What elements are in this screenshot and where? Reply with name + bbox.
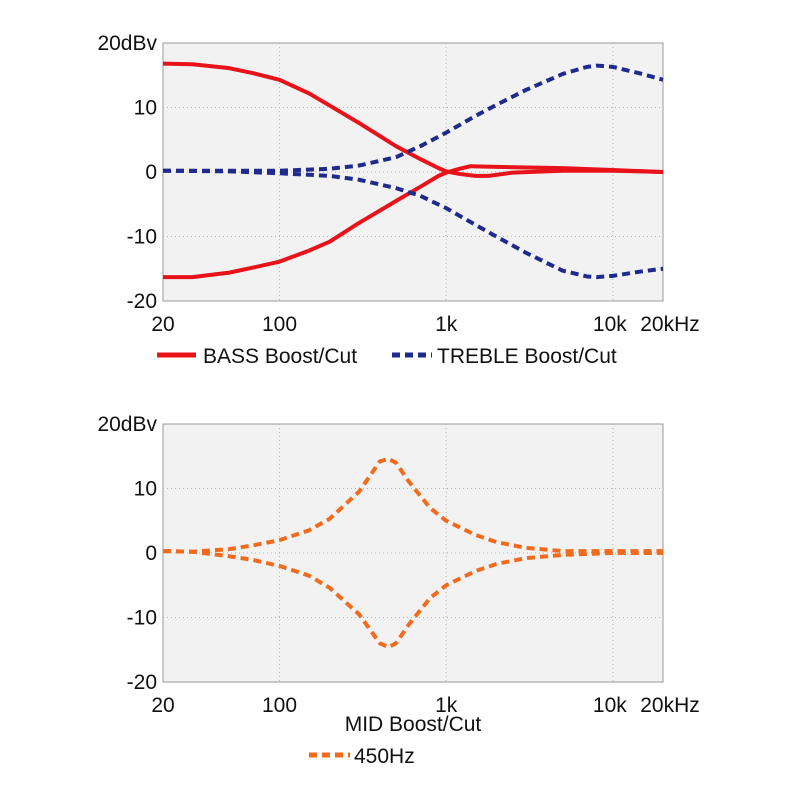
y-tick-label: 0 [145, 542, 157, 565]
legend: BASS Boost/Cut TREBLE Boost/Cut [157, 345, 617, 368]
series-line-450hz-0 [162, 456, 663, 554]
y-tick-label: 10 [134, 478, 157, 501]
x-tick-label: 20 [151, 313, 174, 336]
y-tick-label: -20 [127, 290, 157, 313]
series-line-bass-boost-cut-0 [162, 61, 664, 178]
legend-label-450hz: 450Hz [354, 745, 415, 768]
series-layer [162, 456, 663, 650]
series-line-treble-boost-cut-2 [163, 63, 664, 173]
legend-label-treble: TREBLE Boost/Cut [437, 345, 617, 368]
y-tick-label: -20 [127, 671, 157, 694]
x-tick-label: 10k [593, 313, 627, 336]
y-tick-label: 0 [145, 161, 157, 184]
x-tick-label: 1k [435, 313, 458, 336]
x-tick-label: 10k [593, 694, 627, 717]
legend: 450Hz [309, 745, 415, 768]
y-tick-label: 20dBv [97, 413, 157, 436]
x-tick-label: 1k [435, 694, 458, 717]
mid-chart-caption: MID Boost/Cut [345, 713, 482, 736]
legend-label-bass: BASS Boost/Cut [203, 345, 357, 368]
y-tick-label: -10 [127, 607, 157, 630]
y-tick-label: 10 [134, 97, 157, 120]
series-layer [162, 61, 664, 280]
x-tick-label: 100 [262, 313, 297, 336]
x-tick-label: 20kHz [640, 694, 700, 717]
y-tick-label: -10 [127, 226, 157, 249]
series-line-treble-boost-cut-3 [162, 168, 664, 280]
series-line-450hz-1 [162, 549, 663, 650]
x-tick-label: 20kHz [640, 313, 700, 336]
y-tick-label: 20dBv [97, 32, 157, 55]
x-tick-label: 100 [262, 694, 297, 717]
x-tick-label: 20 [151, 694, 174, 717]
